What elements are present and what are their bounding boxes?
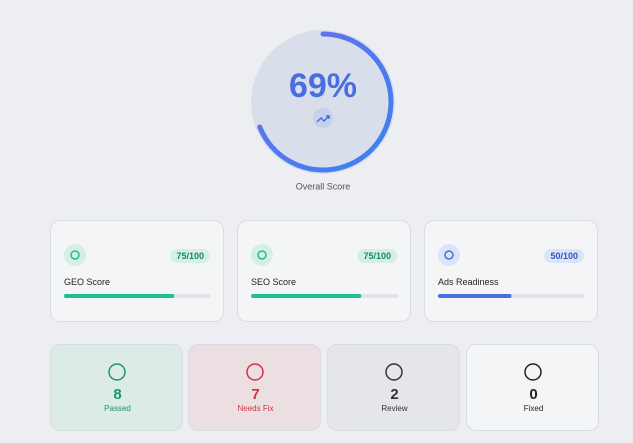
status-label: Passed bbox=[104, 404, 131, 413]
status-count: 8 bbox=[113, 386, 122, 403]
status-icon bbox=[524, 363, 542, 381]
status-icon-ring bbox=[108, 363, 126, 381]
status-label: Fixed bbox=[523, 404, 544, 413]
score-pill: 75/100 bbox=[170, 249, 210, 263]
card-icon bbox=[444, 250, 454, 260]
score-card: 50/100 Ads Readiness bbox=[424, 220, 598, 322]
card-graphics bbox=[251, 244, 398, 298]
progress-fill bbox=[438, 294, 512, 298]
score-card: 75/100 SEO Score bbox=[237, 220, 411, 322]
status-icon-ring bbox=[385, 363, 403, 381]
score-pill: 75/100 bbox=[357, 249, 397, 263]
overall-gauge: 69% Overall Score bbox=[251, 30, 395, 191]
status-card: 7 Needs Fix bbox=[188, 344, 321, 431]
score-card: 75/100 GEO Score bbox=[50, 220, 224, 322]
progress-fill bbox=[251, 294, 362, 298]
trend-icon-bg bbox=[313, 108, 333, 128]
status-icon-ring bbox=[246, 363, 264, 381]
overall-score: 69% bbox=[289, 67, 357, 105]
card-icon bbox=[70, 250, 80, 260]
card-icon bbox=[257, 250, 267, 260]
status-count: 0 bbox=[529, 386, 538, 403]
card-icon-bg bbox=[64, 244, 86, 266]
gauge-disc bbox=[251, 30, 395, 174]
card-graphics bbox=[438, 244, 585, 298]
status-card: 8 Passed bbox=[50, 344, 183, 431]
status-count: 2 bbox=[390, 386, 399, 403]
gauge-arc bbox=[257, 31, 394, 173]
status-label: Review bbox=[381, 404, 408, 413]
status-card: 2 Review bbox=[327, 344, 460, 431]
card-graphics bbox=[64, 244, 211, 298]
card-icon-bg bbox=[251, 244, 273, 266]
card-icon-bg bbox=[438, 244, 460, 266]
score-pill: 50/100 bbox=[544, 249, 584, 263]
card-title: Ads Readiness bbox=[438, 277, 499, 287]
status-card: 0 Fixed bbox=[466, 344, 599, 431]
status-icon bbox=[385, 363, 403, 381]
card-title: SEO Score bbox=[251, 277, 297, 287]
status-count: 7 bbox=[251, 386, 260, 403]
status-icon-ring bbox=[524, 363, 542, 381]
overall-label: Overall Score bbox=[296, 181, 351, 191]
trend-icon bbox=[316, 115, 330, 123]
card-title: GEO Score bbox=[64, 277, 111, 287]
status-icon bbox=[246, 363, 264, 381]
status-icon bbox=[108, 363, 126, 381]
progress-fill bbox=[64, 294, 175, 298]
status-label: Needs Fix bbox=[237, 404, 274, 413]
